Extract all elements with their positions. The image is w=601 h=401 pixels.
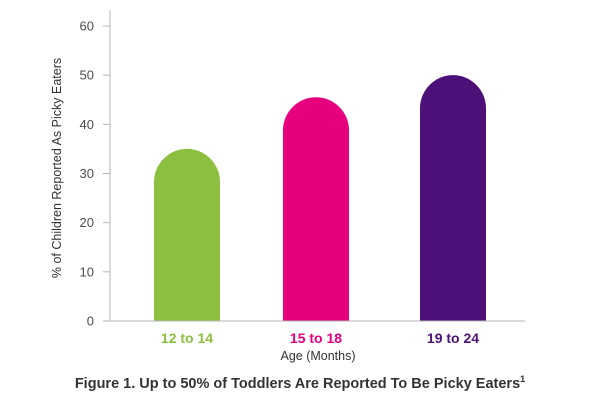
y-axis-title: % of Children Reported As Picky Eaters — [50, 58, 64, 278]
figure-caption-superscript: 1 — [520, 374, 525, 384]
y-tick-label: 0 — [87, 314, 94, 329]
y-axis-ticks: 0 10 20 30 40 50 60 — [80, 19, 110, 329]
y-tick-label: 10 — [80, 264, 94, 279]
bar-12-to-14 — [154, 148, 220, 321]
y-tick-label: 50 — [80, 68, 94, 83]
x-axis-category-labels: 12 to 14 15 to 18 19 to 24 — [161, 330, 479, 346]
figure-caption-text: Figure 1. Up to 50% of Toddlers Are Repo… — [75, 376, 520, 392]
y-tick-label: 60 — [80, 19, 94, 34]
x-category-label: 12 to 14 — [161, 330, 213, 346]
x-axis-title: Age (Months) — [280, 349, 355, 363]
y-tick-label: 30 — [80, 166, 94, 181]
bars — [154, 75, 486, 321]
bar-19-to-24 — [420, 75, 486, 321]
y-tick-label: 20 — [80, 215, 94, 230]
y-tick-label: 40 — [80, 117, 94, 132]
figure-caption: Figure 1. Up to 50% of Toddlers Are Repo… — [75, 374, 525, 392]
bar-15-to-18 — [283, 97, 349, 321]
x-category-label: 19 to 24 — [427, 330, 479, 346]
x-category-label: 15 to 18 — [290, 330, 342, 346]
